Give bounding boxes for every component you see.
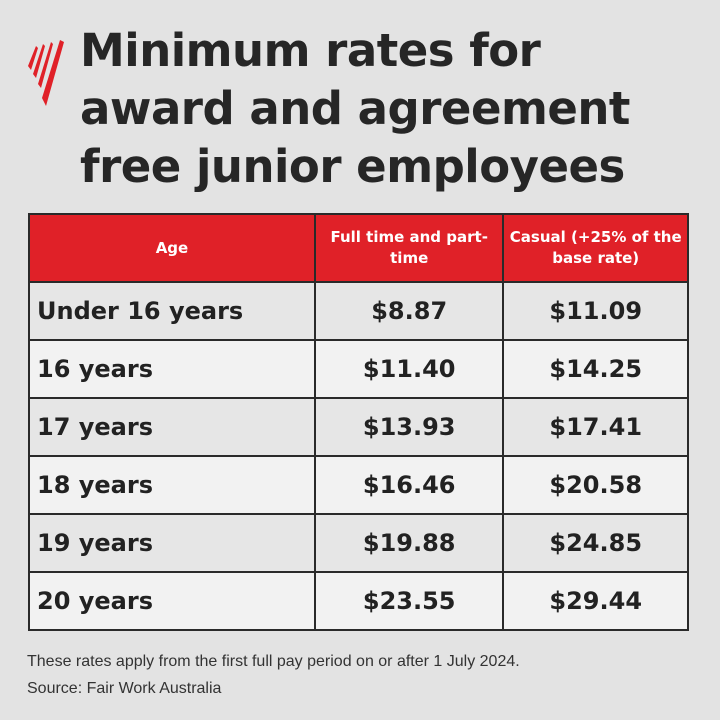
rates-table: Age Full time and part-time Casual (+25%…: [28, 213, 689, 631]
cell-casual-rate: $24.85: [502, 513, 689, 573]
cell-casual-rate: $29.44: [502, 571, 689, 631]
table-row: 20 years $23.55 $29.44: [28, 571, 689, 631]
sbs-logo-icon: [28, 40, 64, 106]
cell-age: Under 16 years: [28, 281, 316, 341]
cell-age: 19 years: [28, 513, 316, 573]
footer-source: Source: Fair Work Australia: [27, 680, 222, 697]
cell-age: 17 years: [28, 397, 316, 457]
page-title: Minimum rates for award and agreement fr…: [80, 22, 630, 196]
footer-note: These rates apply from the first full pa…: [27, 653, 520, 670]
footer: These rates apply from the first full pa…: [27, 648, 520, 702]
cell-age: 16 years: [28, 339, 316, 399]
header-full-time: Full time and part-time: [313, 213, 505, 283]
cell-full-time-rate: $8.87: [313, 281, 505, 341]
cell-casual-rate: $17.41: [502, 397, 689, 457]
table-row: 17 years $13.93 $17.41: [28, 397, 689, 457]
cell-age: 20 years: [28, 571, 316, 631]
title-line: award and agreement: [80, 82, 630, 135]
title-line: free junior employees: [80, 140, 625, 193]
cell-full-time-rate: $13.93: [313, 397, 505, 457]
cell-casual-rate: $11.09: [502, 281, 689, 341]
table-row: Under 16 years $8.87 $11.09: [28, 281, 689, 341]
cell-casual-rate: $20.58: [502, 455, 689, 515]
cell-full-time-rate: $23.55: [313, 571, 505, 631]
header-age: Age: [28, 213, 316, 283]
header-casual: Casual (+25% of the base rate): [502, 213, 689, 283]
cell-full-time-rate: $16.46: [313, 455, 505, 515]
cell-age: 18 years: [28, 455, 316, 515]
table-row: 19 years $19.88 $24.85: [28, 513, 689, 573]
cell-full-time-rate: $19.88: [313, 513, 505, 573]
table-row: 18 years $16.46 $20.58: [28, 455, 689, 515]
cell-full-time-rate: $11.40: [313, 339, 505, 399]
cell-casual-rate: $14.25: [502, 339, 689, 399]
table-row: 16 years $11.40 $14.25: [28, 339, 689, 399]
title-line: Minimum rates for: [80, 24, 541, 77]
table-header-row: Age Full time and part-time Casual (+25%…: [28, 213, 689, 283]
